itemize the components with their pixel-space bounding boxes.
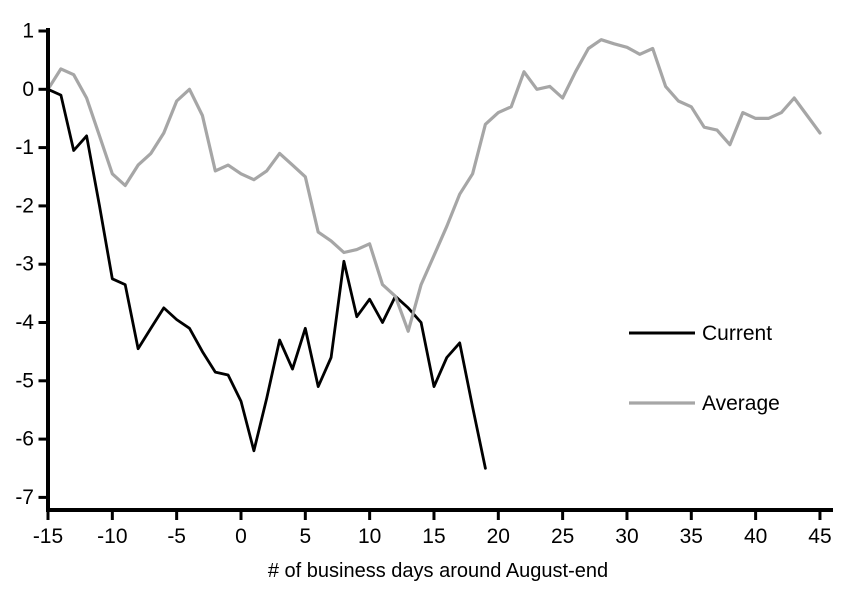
- x-tick-label: 5: [299, 525, 311, 548]
- x-tick-label: -10: [97, 525, 127, 548]
- x-tick-label: 20: [487, 525, 510, 548]
- x-tick-label: 45: [808, 525, 831, 548]
- y-tick-label: -1: [15, 136, 34, 159]
- y-tick-label: -4: [15, 311, 34, 334]
- series-line-current: [46, 87, 487, 470]
- x-axis-title: # of business days around August-end: [268, 560, 608, 582]
- x-tick-label: -5: [167, 525, 186, 548]
- y-tick-label: -7: [15, 486, 34, 509]
- x-tick-label: 40: [744, 525, 767, 548]
- legend: Current Average: [629, 322, 780, 415]
- x-tick-label: 15: [422, 525, 445, 548]
- x-tick-label: 0: [235, 525, 247, 548]
- x-tick-label: 30: [615, 525, 638, 548]
- y-tick-label: -2: [15, 194, 34, 217]
- y-tick-label: -6: [15, 428, 34, 451]
- axis-ticks: 10-1-2-3-4-5-6-7-15 -10 -5 0 5 10 15 20 25 30 35 40…: [15, 20, 831, 549]
- legend-label-current: Current: [702, 322, 772, 345]
- x-tick-label: 35: [680, 525, 703, 548]
- y-tick-label: 0: [22, 78, 34, 101]
- series-line-average: [46, 38, 822, 333]
- x-tick-label: 25: [551, 525, 574, 548]
- series-lines: [46, 38, 822, 470]
- y-tick-label: 1: [22, 20, 34, 43]
- legend-label-average: Average: [702, 392, 780, 415]
- x-tick-label: -15: [33, 525, 63, 548]
- x-tick-label: 10: [358, 525, 381, 548]
- y-tick-label: -3: [15, 253, 34, 276]
- y-tick-label: -5: [15, 369, 34, 392]
